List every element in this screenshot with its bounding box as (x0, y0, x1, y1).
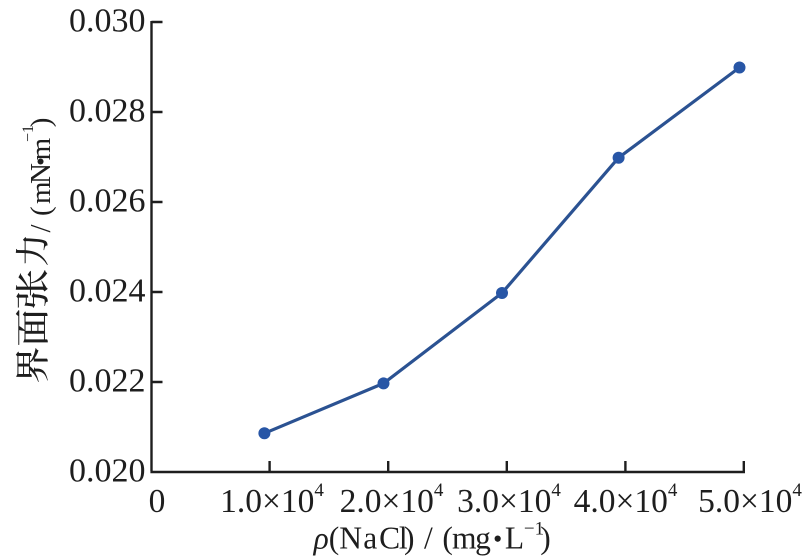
svg-text:5.0×104: 5.0×104 (698, 480, 802, 520)
svg-text:0.020: 0.020 (69, 453, 146, 490)
svg-text:0.026: 0.026 (69, 183, 146, 220)
svg-text:0.030: 0.030 (69, 3, 146, 40)
svg-text:ρ(NaCl) / (mg•L−1): ρ(NaCl) / (mg•L−1) (313, 518, 551, 555)
svg-text:0.028: 0.028 (69, 93, 146, 130)
svg-text:0: 0 (149, 483, 166, 520)
svg-text:/(mN•m−1): /(mN•m−1) (20, 118, 57, 233)
svg-text:1.0×104: 1.0×104 (220, 480, 324, 520)
svg-text:0.022: 0.022 (69, 363, 146, 400)
svg-text:4.0×104: 4.0×104 (574, 480, 678, 520)
svg-text:0.024: 0.024 (69, 273, 146, 310)
svg-text:2.0×104: 2.0×104 (340, 480, 444, 520)
svg-text:3.0×104: 3.0×104 (457, 480, 561, 520)
